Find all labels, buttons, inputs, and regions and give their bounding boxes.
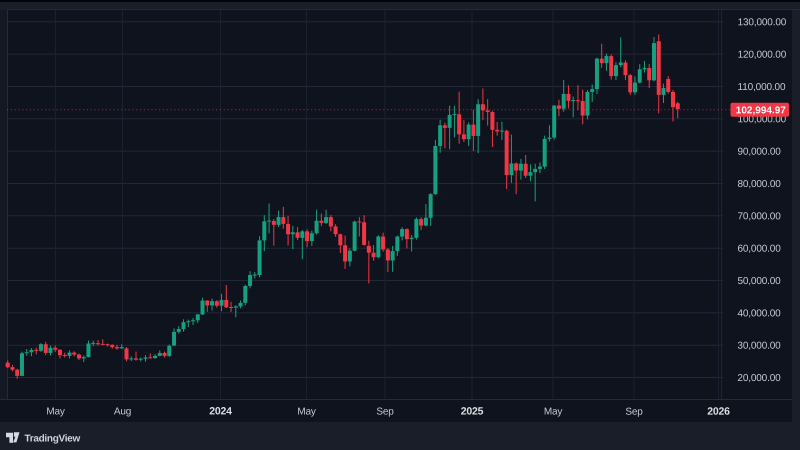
svg-text:110,000.00: 110,000.00 <box>738 82 786 93</box>
svg-text:30,000.00: 30,000.00 <box>737 341 781 352</box>
svg-text:May: May <box>46 406 64 417</box>
svg-text:100,000.00: 100,000.00 <box>738 114 787 125</box>
svg-text:90,000.00: 90,000.00 <box>738 147 782 158</box>
svg-text:May: May <box>544 407 562 418</box>
svg-text:120,000.00: 120,000.00 <box>738 50 787 61</box>
svg-text:60,000.00: 60,000.00 <box>737 244 781 255</box>
svg-text:Aug: Aug <box>114 406 131 417</box>
svg-text:Sep: Sep <box>376 406 394 417</box>
svg-text:2024: 2024 <box>209 405 232 417</box>
svg-text:70,000.00: 70,000.00 <box>737 211 781 222</box>
svg-text:50,000.00: 50,000.00 <box>737 276 781 287</box>
svg-text:80,000.00: 80,000.00 <box>738 179 782 190</box>
svg-text:2025: 2025 <box>461 406 484 418</box>
svg-text:20,000.00: 20,000.00 <box>737 373 781 384</box>
svg-text:102,994.97: 102,994.97 <box>736 105 786 116</box>
svg-text:Sep: Sep <box>625 407 643 418</box>
svg-text:130,000.00: 130,000.00 <box>738 17 787 28</box>
svg-text:TradingView: TradingView <box>24 433 80 444</box>
svg-text:May: May <box>297 406 315 417</box>
svg-text:40,000.00: 40,000.00 <box>737 308 781 319</box>
svg-text:2026: 2026 <box>707 406 730 418</box>
